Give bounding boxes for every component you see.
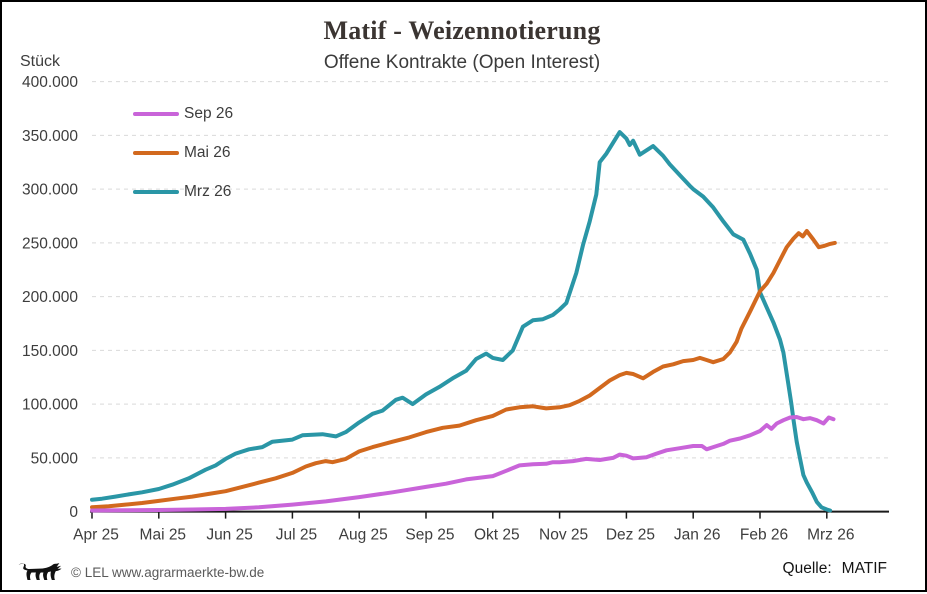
legend-item-sep26: Sep 26 (133, 105, 233, 123)
series-line-sep26 (90, 415, 836, 513)
series-lines (90, 130, 837, 513)
title-block: Matif - Weizennotierung Offene Kontrakte… (92, 16, 832, 74)
x-tick-label: Dez 25 (606, 527, 655, 544)
x-tick-label: Sep 25 (405, 527, 454, 544)
x-tick-label: Jul 25 (276, 527, 317, 544)
legend: Sep 26 Mai 26 Mrz 26 (133, 105, 233, 222)
source-note: Quelle: MATIF (783, 560, 887, 578)
series-line-mrz26 (90, 130, 833, 513)
x-tick-label: Mrz 26 (807, 527, 854, 544)
x-tick-label: Apr 25 (73, 527, 119, 544)
y-tick-label: 400.000 (22, 74, 78, 91)
series-line-mai26 (90, 229, 837, 510)
copyright-text: © LEL www.agrarmaerkte-bw.de (71, 564, 265, 580)
y-tick-label: 200.000 (22, 289, 78, 306)
legend-item-mai26: Mai 26 (133, 144, 233, 162)
source-label: Quelle: (782, 560, 832, 577)
x-tick-label: Okt 25 (474, 527, 520, 544)
legend-label-mrz26: Mrz 26 (184, 183, 232, 200)
legend-line-swatch-mrz26-icon (133, 190, 179, 194)
legend-item-mrz26: Mrz 26 (133, 183, 233, 201)
y-tick-label: 250.000 (22, 235, 78, 252)
x-tick-label: Feb 26 (740, 527, 788, 544)
y-axis-unit-label: Stück (19, 53, 60, 70)
y-tick-label: 350.000 (22, 128, 78, 145)
bw-lion-logo-icon (18, 563, 62, 580)
legend-line-swatch-mai26-icon (133, 151, 179, 155)
legend-label-mai26: Mai 26 (184, 144, 231, 161)
footer-left: © LEL www.agrarmaerkte-bw.de (16, 561, 264, 583)
y-tick-label: 50.000 (31, 450, 79, 467)
x-tick-label: Aug 25 (339, 527, 388, 544)
y-tick-label: 100.000 (22, 397, 78, 414)
axes (90, 510, 889, 519)
chart-title: Matif - Weizennotierung (323, 16, 601, 45)
source-value: MATIF (841, 560, 887, 577)
y-tick-label: 300.000 (22, 182, 78, 199)
x-tick-label: Nov 25 (539, 527, 588, 544)
x-tick-label: Jun 25 (206, 527, 253, 544)
x-tick-label: Jan 26 (674, 527, 721, 544)
legend-label-sep26: Sep 26 (184, 105, 234, 122)
chart-subtitle: Offene Kontrakte (Open Interest) (323, 52, 601, 73)
y-tick-label: 150.000 (22, 343, 78, 360)
y-tick-label: 0 (69, 504, 78, 521)
x-tick-label: Mai 25 (140, 527, 187, 544)
legend-line-swatch-sep26-icon (133, 112, 179, 116)
axis-labels: 400.000 350.000 300.000 250.000 200.000 150.0… (22, 74, 855, 543)
